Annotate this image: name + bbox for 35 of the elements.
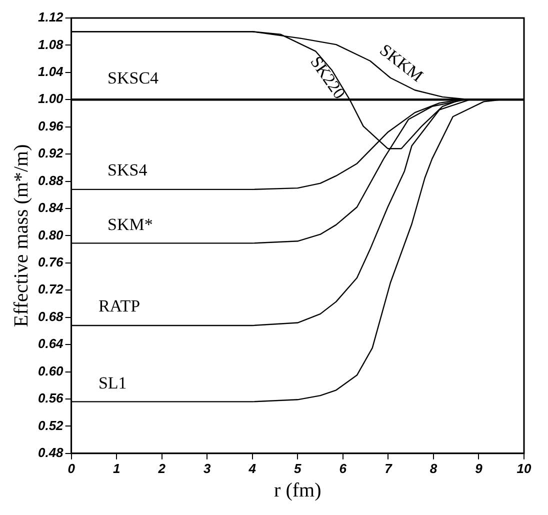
legend-label: RATP xyxy=(98,296,140,316)
x-tick-label: 1 xyxy=(112,460,120,476)
y-tick-label: 1.12 xyxy=(38,10,64,25)
x-tick-label: 3 xyxy=(203,460,212,476)
x-tick-label: 2 xyxy=(157,460,166,476)
x-tick-label: 4 xyxy=(248,460,257,476)
x-tick-label: 6 xyxy=(339,460,348,476)
y-tick-label: 0.96 xyxy=(38,118,64,134)
y-tick-label: 1.00 xyxy=(38,91,64,106)
y-tick-label: 1.04 xyxy=(38,64,64,80)
y-tick-label: 0.80 xyxy=(38,227,64,242)
y-tick-label: 0.60 xyxy=(38,363,64,378)
legend-label: SKSC4 xyxy=(108,68,160,88)
y-tick-label: 0.72 xyxy=(38,282,64,297)
x-tick-label: 10 xyxy=(516,460,532,476)
x-tick-label: 0 xyxy=(68,460,76,476)
legend-label: SKS4 xyxy=(108,160,148,180)
legend-label: SKM* xyxy=(108,214,153,234)
y-tick-label: 0.68 xyxy=(38,308,64,324)
legend-label: SL1 xyxy=(98,373,127,392)
y-tick-label: 0.84 xyxy=(38,200,64,216)
x-tick-label: 8 xyxy=(430,460,438,476)
x-tick-label: 5 xyxy=(294,460,302,476)
y-tick-label: 0.64 xyxy=(38,336,64,352)
y-tick-label: 0.48 xyxy=(38,444,64,460)
y-tick-label: 0.88 xyxy=(38,172,64,188)
x-tick-label: 7 xyxy=(384,460,393,476)
y-tick-label: 1.08 xyxy=(38,36,64,52)
x-tick-label: 9 xyxy=(475,460,484,476)
y-tick-label: 0.52 xyxy=(38,418,64,433)
y-tick-label: 0.76 xyxy=(38,254,64,270)
y-tick-label: 0.56 xyxy=(38,390,64,406)
x-axis-title: r (fm) xyxy=(274,479,322,502)
y-tick-label: 0.92 xyxy=(38,146,64,161)
y-axis-title: Effective mass (m*/m) xyxy=(10,144,32,328)
